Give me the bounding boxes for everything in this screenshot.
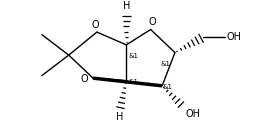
Text: &1: &1 [128,53,138,59]
Text: O: O [148,18,156,28]
Text: &1: &1 [162,84,172,90]
Text: O: O [80,74,88,84]
Text: OH: OH [226,32,241,42]
Text: O: O [92,20,99,30]
Text: &1: &1 [128,79,138,85]
Text: H: H [116,112,124,122]
Text: H: H [123,1,130,11]
Text: &1: &1 [161,61,171,67]
Text: OH: OH [185,109,200,119]
